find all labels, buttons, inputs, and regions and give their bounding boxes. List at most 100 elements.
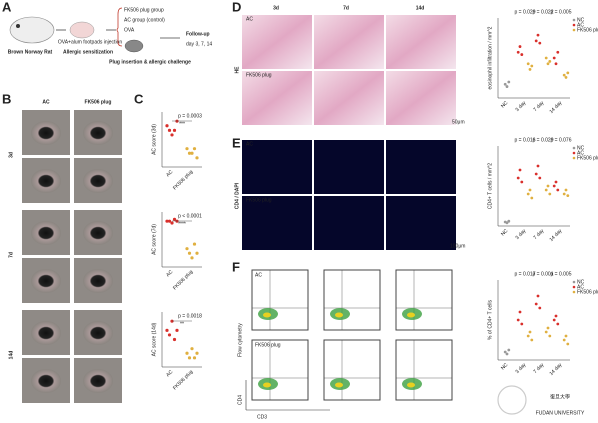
dot — [562, 338, 566, 342]
dot — [505, 221, 509, 225]
dot — [566, 342, 570, 346]
dot — [167, 128, 172, 132]
label: 7d — [8, 252, 14, 258]
p-value: p = 0.016 — [515, 137, 536, 143]
dot — [195, 251, 199, 255]
dot — [507, 348, 511, 352]
p-value: p = 0.029 — [515, 9, 536, 15]
dot — [534, 39, 538, 43]
p-value: p = 0.029 — [533, 137, 554, 143]
dot — [505, 85, 509, 88]
dot — [172, 217, 177, 221]
dot — [190, 256, 194, 260]
legend-swatch — [572, 290, 576, 294]
dot — [175, 328, 179, 332]
label: OVA — [124, 27, 135, 33]
if-image — [242, 140, 312, 194]
p-value: p = 0.017 — [515, 271, 536, 277]
dot — [192, 242, 197, 246]
dot — [536, 164, 540, 168]
label: 7d — [343, 5, 349, 11]
dot — [195, 351, 199, 355]
legend-swatch — [572, 23, 576, 27]
label: FK506 plug — [85, 99, 112, 105]
dot — [530, 196, 534, 200]
dot — [507, 80, 511, 84]
flow-plot — [395, 269, 453, 331]
dot — [546, 184, 550, 188]
dot — [546, 326, 550, 330]
dot — [528, 68, 532, 71]
dot — [190, 151, 194, 155]
brace — [116, 7, 123, 47]
dot — [518, 310, 522, 314]
label: CD4 — [237, 395, 243, 405]
eye — [83, 221, 113, 245]
label: 3d — [8, 152, 14, 158]
dot — [534, 172, 538, 176]
x-tick-label: FK506 plug — [172, 369, 194, 391]
dot — [167, 219, 172, 223]
dot — [170, 221, 174, 225]
if-image — [314, 196, 384, 250]
he-image — [242, 71, 312, 125]
dot — [505, 352, 509, 356]
watermark: FUDAN UNIVERSITY — [536, 410, 585, 416]
dot — [526, 334, 530, 338]
label: day 3, 7, 14 — [186, 41, 212, 47]
x-tick-label: 3 day — [514, 228, 527, 241]
x-tick-label: AC — [165, 269, 174, 278]
dot — [530, 64, 534, 68]
flow-plot — [323, 339, 381, 401]
label: CD3 — [257, 414, 267, 420]
legend-swatch — [572, 156, 576, 160]
dot — [518, 168, 522, 172]
density — [263, 312, 271, 318]
density — [407, 312, 415, 318]
dot — [566, 194, 570, 198]
legend-swatch — [572, 151, 576, 155]
legend-label: NC — [577, 279, 585, 285]
dot — [520, 180, 524, 184]
flow-plot — [251, 339, 309, 401]
x-tick-label: FK506 plug — [172, 169, 194, 191]
significance: **** — [178, 221, 186, 227]
label: FK506 plug — [246, 197, 272, 203]
dot — [552, 318, 556, 322]
dot — [562, 73, 566, 77]
density — [407, 382, 415, 388]
label: FK506 plug group — [124, 7, 164, 13]
dot — [548, 60, 552, 63]
if-image — [386, 196, 456, 250]
dot — [552, 56, 556, 60]
y-axis-label: % of CD4+ T cells — [487, 300, 493, 340]
p-value: p = 0.005 — [551, 271, 572, 277]
eye — [31, 269, 61, 293]
eye-icon — [124, 39, 144, 53]
legend-swatch — [572, 285, 576, 289]
dot — [503, 82, 507, 86]
legend-label: FK506 plug — [577, 155, 598, 161]
dot — [195, 156, 199, 160]
dot — [556, 322, 560, 326]
panel-label: F — [232, 259, 240, 274]
x-tick-label: 14 day — [548, 228, 563, 243]
dot — [528, 330, 532, 334]
dot — [538, 41, 542, 45]
x-tick-label: AC — [165, 169, 174, 178]
eye — [83, 321, 113, 345]
x-tick-label: 3 day — [514, 100, 527, 113]
dot — [548, 334, 552, 338]
dot — [538, 306, 542, 310]
label: Plug insertion & allergic challenge — [109, 59, 191, 65]
rat-eye — [16, 24, 20, 28]
dot — [187, 251, 192, 255]
legend-swatch — [572, 146, 576, 150]
dot — [185, 247, 189, 251]
injection-icon — [69, 21, 95, 39]
legend-swatch — [572, 280, 576, 284]
dot — [566, 71, 570, 75]
x-tick-label: 7 day — [532, 362, 545, 375]
if-image — [242, 196, 312, 250]
